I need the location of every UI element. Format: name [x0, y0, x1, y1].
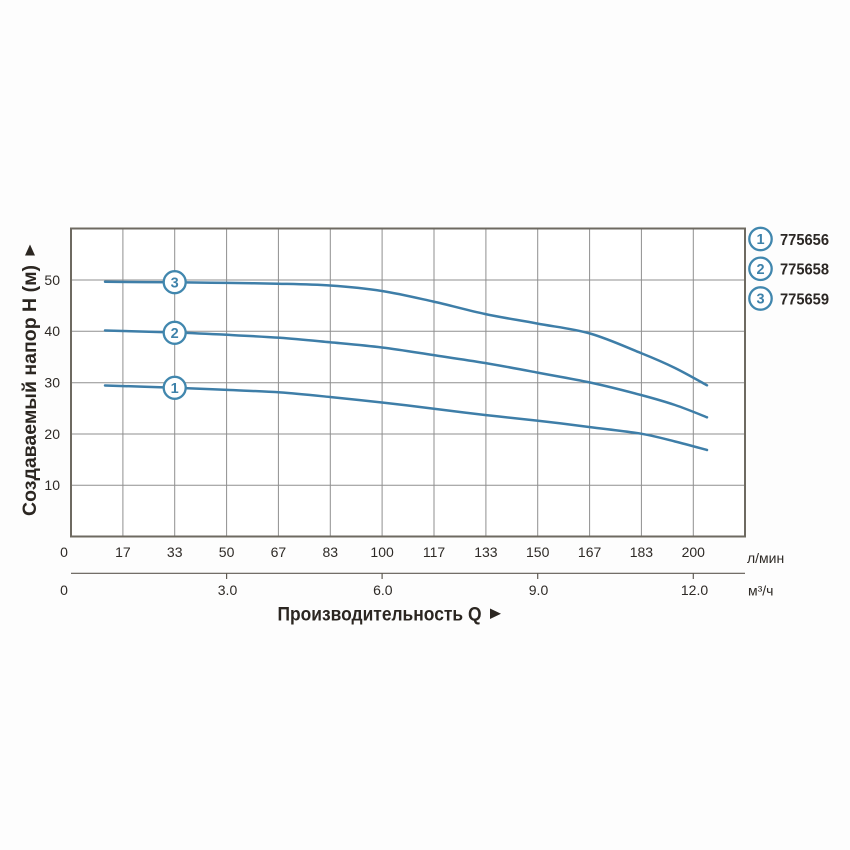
svg-text:1: 1 [756, 232, 764, 248]
svg-text:3: 3 [171, 275, 179, 291]
svg-text:1: 1 [171, 381, 179, 397]
svg-text:40: 40 [44, 323, 60, 339]
svg-text:30: 30 [44, 375, 60, 391]
svg-text:50: 50 [44, 272, 60, 288]
svg-text:200: 200 [682, 544, 706, 560]
svg-text:50: 50 [219, 544, 235, 560]
svg-text:67: 67 [271, 544, 287, 560]
svg-text:100: 100 [370, 544, 394, 560]
svg-text:0: 0 [60, 582, 68, 598]
svg-text:Создаваемый напор Н (м): Создаваемый напор Н (м) [20, 265, 41, 516]
svg-text:20: 20 [44, 426, 60, 442]
svg-text:Производительность Q: Производительность Q [278, 604, 482, 625]
svg-text:0: 0 [60, 544, 68, 560]
svg-text:33: 33 [167, 544, 183, 560]
svg-text:183: 183 [630, 544, 654, 560]
svg-text:3.0: 3.0 [218, 582, 238, 598]
svg-text:л/мин: л/мин [747, 550, 784, 566]
svg-text:775659: 775659 [780, 291, 829, 308]
svg-text:775658: 775658 [780, 262, 829, 279]
svg-text:150: 150 [526, 544, 550, 560]
svg-text:3: 3 [756, 292, 764, 308]
svg-text:117: 117 [423, 544, 446, 560]
svg-text:2: 2 [171, 326, 179, 342]
svg-text:12.0: 12.0 [681, 582, 708, 598]
svg-text:83: 83 [323, 544, 339, 560]
svg-text:17: 17 [115, 544, 131, 560]
svg-text:10: 10 [44, 477, 60, 493]
svg-text:775656: 775656 [780, 232, 829, 249]
svg-text:9.0: 9.0 [529, 582, 549, 598]
svg-text:6.0: 6.0 [373, 582, 393, 598]
svg-text:167: 167 [578, 544, 602, 560]
svg-text:2: 2 [756, 262, 764, 278]
svg-text:133: 133 [474, 544, 498, 560]
svg-text:м³/ч: м³/ч [748, 583, 773, 599]
